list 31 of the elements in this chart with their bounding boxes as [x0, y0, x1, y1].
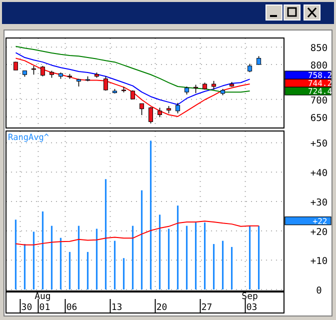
candlestick	[40, 66, 45, 77]
text: Aug	[34, 292, 51, 302]
text: Sep	[242, 292, 258, 302]
y-tick-label: 850	[310, 43, 328, 54]
text: +22	[312, 216, 328, 226]
y-tick-label: +10	[310, 256, 328, 268]
y-tick-label: +20	[310, 226, 328, 238]
chart-title: RangAvg^	[8, 133, 49, 143]
candlestick	[104, 76, 108, 92]
x-tick-label: 06	[66, 303, 78, 313]
x-tick-label: 03	[246, 303, 258, 313]
y-tick-label: 700	[310, 95, 328, 106]
text: 724.4	[308, 87, 332, 96]
x-tick-label: 30	[21, 303, 32, 313]
candlestick	[176, 102, 180, 114]
y-tick-label: +50	[310, 138, 328, 150]
y-tick-label: +30	[310, 197, 328, 208]
y-tick-label: 650	[310, 112, 328, 124]
line-series	[15, 58, 250, 117]
y-tick-label: 800	[310, 60, 328, 72]
candlestick	[158, 107, 162, 118]
x-tick-label: 01	[39, 303, 50, 313]
x-tick-label: 27	[201, 303, 212, 313]
x-tick-label: 13	[111, 303, 122, 313]
y-tick-label: +40	[310, 168, 328, 180]
candlestick	[140, 103, 144, 116]
y-tick-label: 0	[316, 286, 322, 297]
line-series	[15, 220, 260, 246]
line-series	[15, 46, 250, 93]
candlestick	[148, 106, 154, 124]
x-tick-label: 20	[156, 303, 168, 313]
